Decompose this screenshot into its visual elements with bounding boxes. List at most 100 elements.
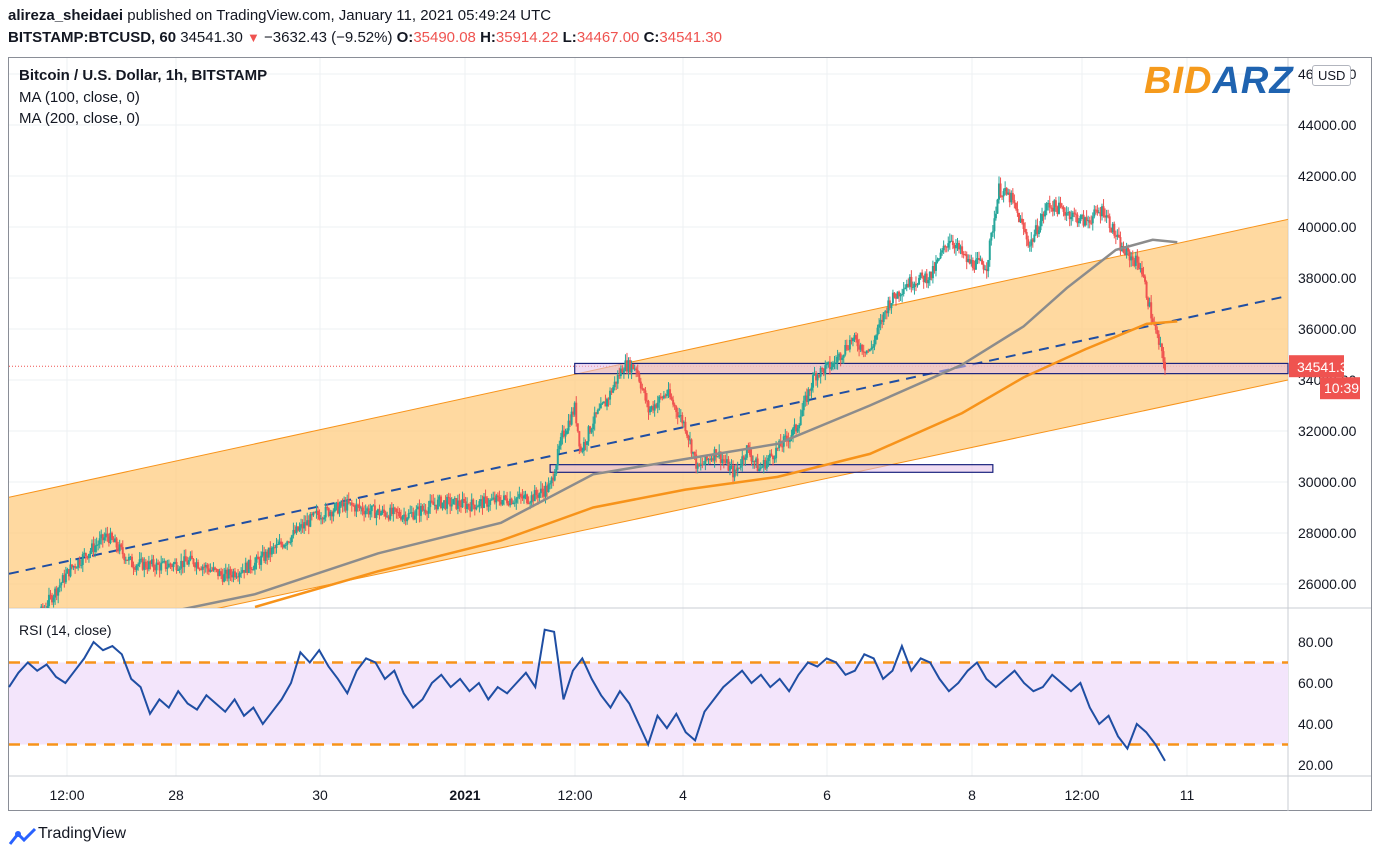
- candle-body: [421, 505, 424, 510]
- candle-body: [104, 533, 107, 538]
- candle-body: [91, 543, 94, 551]
- candle-body: [241, 570, 244, 573]
- candle-body: [632, 364, 635, 370]
- candle-body: [518, 494, 521, 498]
- candle-body: [1011, 192, 1014, 201]
- candle-body: [78, 559, 81, 566]
- candle-body: [835, 362, 838, 364]
- candle-body: [1007, 192, 1010, 195]
- candle-body: [616, 375, 619, 384]
- candle-body: [776, 447, 779, 449]
- candle-body: [893, 292, 896, 298]
- candle-body: [907, 283, 910, 287]
- price-tick-label: 32000.00: [1298, 423, 1357, 439]
- candle-body: [765, 461, 768, 469]
- candle-body: [306, 520, 309, 526]
- candle-body: [60, 582, 63, 586]
- candle-body: [1134, 255, 1137, 266]
- axes: 26000.0028000.0030000.0032000.0034000.00…: [49, 66, 1360, 803]
- candle-body: [87, 553, 90, 559]
- candle-body: [676, 412, 679, 417]
- candle-body: [526, 494, 529, 504]
- candle-body: [878, 324, 881, 328]
- channel-lower-line[interactable]: [9, 379, 1288, 653]
- candle-body: [890, 303, 893, 309]
- candle-body: [67, 569, 70, 577]
- candle-body: [619, 368, 622, 377]
- channel-upper-line[interactable]: [9, 218, 1288, 498]
- candle-body: [636, 370, 639, 374]
- candle-body: [240, 572, 243, 574]
- candle-body: [297, 526, 300, 531]
- candle-body: [175, 562, 178, 571]
- candle-body: [124, 559, 127, 561]
- support-zone-1[interactable]: [574, 362, 1289, 375]
- candle-body: [796, 428, 799, 432]
- candle-body: [203, 566, 206, 568]
- candle-body: [69, 564, 72, 577]
- candle-body: [970, 260, 973, 264]
- candle-body: [564, 434, 567, 437]
- chart-frame[interactable]: [8, 57, 1372, 811]
- candle-body: [479, 499, 482, 502]
- candle-body: [94, 545, 97, 553]
- candle-body: [389, 507, 392, 520]
- candle-body: [270, 547, 273, 555]
- time-tick-label: 30: [312, 787, 328, 803]
- price-channel[interactable]: [9, 218, 1288, 653]
- candle-body: [825, 362, 828, 366]
- candle-body: [655, 404, 658, 408]
- candle-body: [584, 441, 587, 445]
- ma200-legend[interactable]: MA (200, close, 0): [19, 110, 140, 127]
- candle-body: [238, 573, 241, 577]
- candle-body: [346, 499, 349, 511]
- support-zones[interactable]: [549, 362, 1289, 473]
- candle-body: [1140, 268, 1143, 275]
- rsi-legend[interactable]: RSI (14, close): [19, 622, 112, 638]
- candle-body: [1114, 235, 1117, 237]
- candle-body: [316, 510, 319, 516]
- channel-midline[interactable]: [9, 294, 1288, 575]
- candle-body: [115, 538, 118, 548]
- channel-fill: [9, 219, 1288, 608]
- candle-body: [1036, 225, 1039, 235]
- candle-body: [263, 551, 266, 561]
- candle-body: [466, 504, 469, 510]
- channel-group: [9, 218, 1288, 653]
- candle-body: [117, 547, 120, 552]
- candle-body: [221, 574, 224, 582]
- candle-body: [187, 560, 190, 565]
- candle-body: [461, 498, 464, 508]
- candle-body: [83, 553, 86, 555]
- candle-body: [209, 569, 212, 572]
- candle-body: [752, 461, 755, 463]
- high-label: H:: [480, 29, 496, 46]
- candle-body: [206, 564, 209, 569]
- candle-body: [80, 564, 83, 566]
- candle-body: [1033, 234, 1036, 242]
- candle-body: [286, 541, 289, 545]
- candle-body: [54, 588, 57, 598]
- candle-body: [685, 431, 688, 436]
- candle-body: [101, 534, 104, 541]
- candle-body: [982, 264, 985, 270]
- candle-body: [358, 505, 361, 508]
- candle-body: [338, 506, 341, 514]
- ma100-line: [182, 238, 1178, 608]
- candle-body: [215, 568, 218, 570]
- ma100-legend[interactable]: MA (100, close, 0): [19, 89, 140, 106]
- support-zone-2[interactable]: [549, 464, 994, 473]
- author-name[interactable]: alireza_sheidaei: [8, 7, 124, 24]
- candle-body: [1019, 218, 1022, 223]
- candle-body: [36, 615, 38, 617]
- footer-brand[interactable]: TradingView: [38, 825, 127, 842]
- candle-body: [818, 374, 821, 377]
- candle-body: [708, 458, 711, 461]
- candle-body: [502, 495, 505, 500]
- candle-body: [910, 276, 913, 288]
- currency-button[interactable]: USD: [1312, 65, 1352, 86]
- candle-body: [535, 490, 538, 496]
- candle-body: [126, 559, 129, 561]
- candle-body: [748, 448, 751, 456]
